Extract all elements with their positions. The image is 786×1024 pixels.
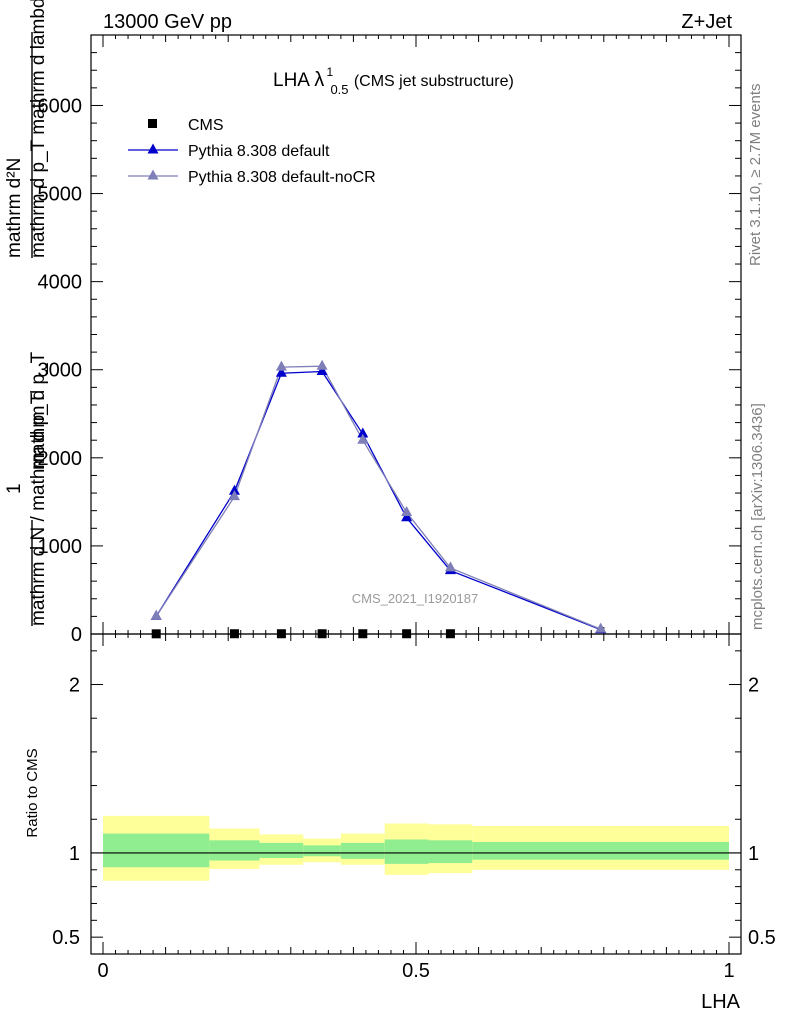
pythia-nocr-point xyxy=(150,609,162,620)
y-tick-label: 6000 xyxy=(38,95,83,117)
y-tick-label: 5000 xyxy=(38,184,83,206)
y-tick-labels: 0 1000 2000 3000 4000 5000 6000 xyxy=(38,95,83,646)
ratio-y-tick-label-right: 0.5 xyxy=(748,927,776,949)
pythia-nocr-point xyxy=(357,433,369,444)
cms-data-point xyxy=(402,629,412,639)
series-line-pythia-nocr xyxy=(155,365,601,630)
ratio-band-inner-5 xyxy=(384,839,429,864)
ratio-y-tick-label-left: 0.5 xyxy=(52,927,80,949)
pythia-default-point xyxy=(275,366,287,377)
y-label-line-1: mathrm d²N xyxy=(4,158,25,258)
ratio-band-inner-4 xyxy=(340,842,385,859)
pythia-nocr-point xyxy=(444,561,456,572)
cms-data-point xyxy=(358,629,368,639)
x-tick-label: 1 xyxy=(723,960,734,982)
x-tick-label: 0.5 xyxy=(402,960,430,982)
y-tick-label: 2000 xyxy=(38,448,83,470)
ratio-axis-ticks xyxy=(91,634,741,954)
y-tick-label: 0 xyxy=(71,624,82,646)
cms-data-point xyxy=(151,629,161,639)
pythia-nocr-point xyxy=(401,505,413,516)
ratio-y-tick-label-left: 1 xyxy=(69,843,80,865)
legend-label-cms: CMS xyxy=(188,117,224,134)
ratio-y-tick-label-left: 2 xyxy=(69,675,80,697)
pythia-default-point xyxy=(228,484,240,495)
pythia-nocr-point xyxy=(316,359,328,370)
header-left: 13000 GeV pp xyxy=(103,11,232,33)
series-markers xyxy=(150,359,607,639)
cms-data-point xyxy=(317,629,327,639)
ratio-band-inner-1 xyxy=(209,840,260,861)
ratio-bands xyxy=(103,815,729,881)
ratio-band-inner-3 xyxy=(303,845,341,857)
y-label-line-4: mathrm d N / mathrm d p_T xyxy=(28,392,49,626)
x-axis-label: LHA xyxy=(701,991,741,1013)
legend-label-pythia-default: Pythia 8.308 default xyxy=(188,143,330,160)
y-label-line-5: 1 xyxy=(4,483,25,494)
ratio-band-inner-6 xyxy=(428,840,473,864)
ratio-band-inner-0 xyxy=(103,833,210,868)
legend-marker-cms xyxy=(148,119,157,128)
plot-title: LHA λ 1 0.5 (CMS jet substructure) xyxy=(273,60,514,99)
cms-data-point xyxy=(276,629,286,639)
y-label-line-3: mathrm d p_T xyxy=(28,351,49,470)
pythia-nocr-point xyxy=(595,622,607,633)
ratio-tick-labels: 0.5 0.5 1 1 2 2 xyxy=(52,675,776,950)
legend-marker-pythia-default xyxy=(147,143,159,154)
pythia-nocr-point xyxy=(228,490,240,501)
x-tick-label: 0 xyxy=(97,960,108,982)
rivet-info: Rivet 3.1.10, ≥ 2.7M events xyxy=(747,84,764,267)
pythia-default-point xyxy=(401,511,413,522)
y-axis-label: mathrm d²N mathrm d p_T mathrm d lambda … xyxy=(4,0,49,626)
y-label-line-2: mathrm d p_T mathrm d lambda xyxy=(28,0,49,258)
ratio-y-tick-label-right: 2 xyxy=(748,675,759,697)
series-lines xyxy=(155,365,601,631)
legend-marker-pythia-nocr xyxy=(147,169,159,180)
legend-label-pythia-nocr: Pythia 8.308 default-noCR xyxy=(188,169,376,186)
x-tick-labels: 0 0.5 1 xyxy=(97,960,734,982)
mcplots-info: mcplots.cern.ch [arXiv:1306.3436] xyxy=(749,403,766,630)
legend: CMS Pythia 8.308 default Pythia 8.308 de… xyxy=(128,117,376,186)
header-right: Z+Jet xyxy=(681,11,732,33)
pythia-default-point xyxy=(357,427,369,438)
y-tick-label: 4000 xyxy=(38,272,83,294)
ratio-y-label: Ratio to CMS xyxy=(24,748,41,837)
ratio-band-inner-2 xyxy=(259,842,304,858)
cms-data-point xyxy=(229,629,239,639)
main-axis-ticks xyxy=(91,34,741,635)
pythia-nocr-point xyxy=(275,360,287,371)
ratio-band-inner-7 xyxy=(472,842,729,860)
analysis-watermark: CMS_2021_I1920187 xyxy=(352,591,479,606)
ratio-y-tick-label-right: 1 xyxy=(748,843,759,865)
y-tick-label: 3000 xyxy=(38,360,83,382)
y-tick-label: 1000 xyxy=(38,536,83,558)
ratio-plot-frame xyxy=(90,633,742,955)
pythia-default-point xyxy=(316,364,328,375)
cms-data-point xyxy=(445,629,455,639)
